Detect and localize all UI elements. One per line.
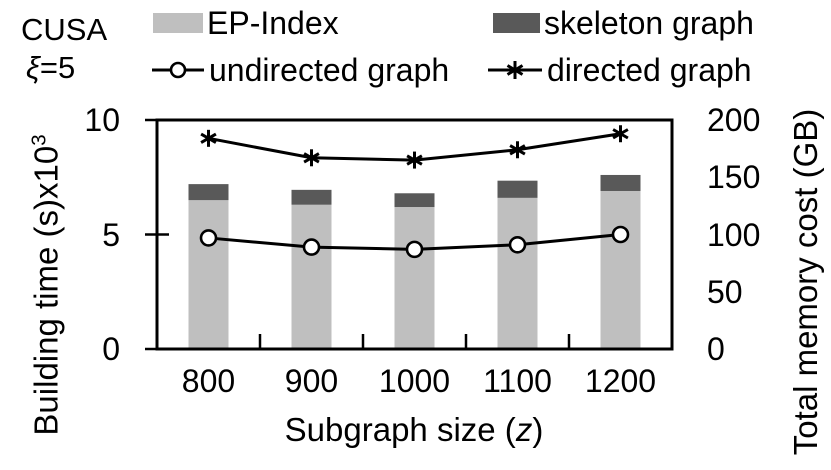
asterisk-marker-800 bbox=[200, 129, 217, 147]
x-axis-tick-label-1100: 1100 bbox=[483, 363, 552, 399]
skeleton-graph-bar-1200 bbox=[600, 174, 641, 191]
x-axis-tick-label-900: 900 bbox=[284, 363, 339, 399]
skeleton-graph-bar-1000 bbox=[394, 193, 435, 208]
asterisk-marker-1000 bbox=[406, 151, 423, 169]
right-axis-tick-label-0: 0 bbox=[707, 331, 725, 367]
legend-label: undirected graph bbox=[209, 52, 450, 88]
ep-index-bar-1000 bbox=[394, 207, 435, 349]
left-axis-title: Building time (s)x103 bbox=[27, 134, 65, 436]
asterisk-marker-1200 bbox=[612, 125, 629, 143]
plot-border bbox=[155, 118, 674, 351]
ep-index-bar-1200 bbox=[600, 190, 641, 349]
right-axis-tick-label-100: 100 bbox=[707, 216, 761, 253]
ep-index-bar-800 bbox=[188, 200, 229, 349]
right-axis-tick-label-150: 150 bbox=[707, 159, 761, 196]
left-axis-tick-label-0: 0 bbox=[102, 331, 120, 367]
circle-marker-900 bbox=[302, 238, 321, 256]
circle-marker-1200 bbox=[611, 225, 630, 244]
legend-label: EP-Index bbox=[207, 5, 339, 41]
x-axis-title: Subgraph size (z) bbox=[284, 411, 544, 448]
circle-marker-800 bbox=[199, 229, 218, 247]
circle-line-swatch-icon bbox=[152, 61, 204, 79]
ep-index-bar-900 bbox=[291, 204, 332, 349]
param-symbol: ξ bbox=[26, 50, 40, 85]
legend-item-skeleton-graph: skeleton graph bbox=[493, 4, 754, 42]
legend-item-ep-index: EP-Index bbox=[153, 4, 339, 42]
x-axis-tick-label-800: 800 bbox=[181, 363, 236, 399]
skeleton-graph-bar-1100 bbox=[497, 180, 538, 198]
left-axis-tick-label-10: 10 bbox=[84, 102, 120, 138]
ep-index-swatch-icon bbox=[153, 13, 203, 33]
asterisk-marker-900 bbox=[303, 149, 320, 167]
circle-marker-1000 bbox=[405, 240, 424, 259]
ep-index-bar-1100 bbox=[497, 197, 538, 349]
circle-marker-1100 bbox=[508, 236, 527, 254]
legend-item-directed-graph: directed graph bbox=[487, 51, 752, 89]
right-axis-tick-label-50: 50 bbox=[707, 273, 743, 310]
left-axis-tick-label-5: 5 bbox=[102, 216, 120, 253]
plot-area bbox=[145, 118, 674, 351]
legend-item-undirected-graph: undirected graph bbox=[151, 51, 449, 89]
right-axis-tick-label-200: 200 bbox=[707, 102, 761, 138]
x-axis-tick-label-1000: 1000 bbox=[378, 363, 451, 399]
skeleton-graph-swatch-icon bbox=[493, 13, 540, 33]
skeleton-graph-bar-800 bbox=[188, 184, 229, 201]
param-label: ξ=5 bbox=[26, 50, 75, 86]
asterisk-marker-1100 bbox=[509, 141, 526, 159]
skeleton-graph-bar-900 bbox=[291, 189, 332, 205]
x-axis-tick-label-1200: 1200 bbox=[584, 363, 657, 399]
asterisk-line-swatch-icon bbox=[488, 61, 542, 79]
dataset-label: CUSA bbox=[21, 12, 108, 47]
param-value: =5 bbox=[39, 50, 76, 85]
legend-label: directed graph bbox=[547, 52, 752, 88]
legend-label: skeleton graph bbox=[544, 5, 754, 41]
